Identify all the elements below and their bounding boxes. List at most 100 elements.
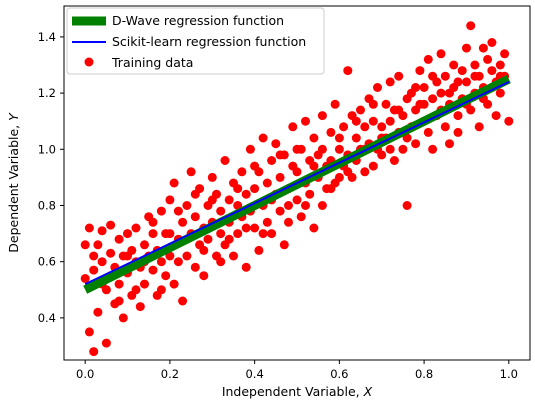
training-data-point — [385, 77, 395, 87]
training-data-point — [233, 229, 243, 239]
training-data-point — [89, 251, 99, 261]
training-data-point — [123, 251, 132, 261]
training-data-point — [156, 206, 166, 216]
training-data-point — [334, 172, 344, 182]
training-data-point — [470, 71, 480, 81]
training-data-point — [385, 144, 395, 154]
training-data-point — [114, 234, 124, 244]
training-data-point — [245, 144, 255, 154]
training-data-point — [440, 122, 450, 132]
training-data-point — [292, 195, 302, 205]
training-data-point — [84, 223, 94, 233]
training-data-point — [389, 156, 399, 165]
legend-box — [66, 7, 325, 75]
training-data-point — [250, 223, 260, 233]
training-data-point — [148, 229, 158, 239]
axes-frame — [63, 5, 531, 361]
training-data-point — [495, 60, 505, 70]
training-data-point — [161, 271, 171, 281]
training-data-point — [317, 144, 327, 154]
training-data-point — [334, 144, 344, 154]
training-data-point — [250, 161, 260, 171]
training-data-point — [93, 307, 103, 317]
x-axis-label-text: Independent Variable, — [222, 384, 364, 399]
training-data-point — [411, 139, 421, 149]
training-data-point — [241, 262, 251, 272]
training-data-point — [351, 133, 361, 143]
training-data-point — [224, 234, 234, 244]
y-tick-label: 0.8 — [38, 198, 56, 212]
training-data-point — [368, 116, 378, 126]
y-axis-label-text: Dependent Variable, — [6, 121, 21, 253]
training-data-point — [309, 161, 319, 171]
training-data-point — [305, 189, 315, 199]
training-data-point — [123, 229, 132, 239]
training-data-point — [453, 77, 463, 87]
training-data-point — [156, 257, 166, 267]
training-data-point — [334, 133, 344, 143]
legend-label-training: Training data — [111, 55, 193, 70]
training-data-point — [284, 217, 293, 227]
x-axis-label-var: X — [363, 384, 373, 399]
training-data-point — [267, 229, 277, 239]
x-axis: 0.0 0.2 0.4 0.6 0.8 1.0 — [76, 360, 518, 381]
training-data-point — [199, 245, 209, 255]
sklearn-regression-line — [84, 80, 510, 286]
training-data-point — [402, 201, 412, 210]
training-data-point — [262, 178, 272, 188]
training-data-point — [288, 122, 298, 132]
training-data-point — [368, 161, 378, 171]
training-data-point — [199, 271, 209, 281]
training-data-point — [182, 201, 192, 210]
training-data-point — [495, 88, 505, 98]
training-data-point — [131, 285, 141, 295]
training-data-point — [360, 122, 370, 132]
legend-label-sklearn: Scikit-learn regression function — [112, 34, 306, 49]
training-data-point — [140, 279, 149, 289]
x-tick-label: 0.6 — [330, 367, 348, 381]
training-data-point — [326, 184, 336, 194]
training-data-point — [165, 195, 175, 205]
training-data-point — [114, 279, 124, 289]
training-data-point — [186, 167, 196, 177]
y-tick-label: 1.4 — [38, 30, 56, 44]
training-data-point — [241, 223, 251, 233]
training-data-point — [148, 217, 158, 227]
training-data-point — [262, 217, 272, 227]
training-data-point — [470, 60, 480, 70]
training-data-point — [445, 88, 454, 98]
training-data-point — [224, 195, 234, 205]
training-data-point — [97, 226, 107, 236]
y-tick-label: 0.6 — [38, 255, 56, 269]
training-data-point — [148, 265, 158, 275]
training-data-point — [216, 206, 226, 216]
training-data-point — [292, 144, 302, 154]
x-tick-label: 0.4 — [245, 367, 263, 381]
legend-swatch-training — [84, 57, 94, 67]
training-data-point — [296, 212, 306, 222]
training-data-point — [504, 116, 514, 126]
training-data-point — [351, 116, 361, 126]
training-data-point — [462, 43, 471, 53]
training-data-point — [500, 49, 510, 59]
training-data-point — [216, 229, 226, 239]
training-data-point — [301, 116, 310, 126]
training-data-point — [356, 105, 365, 115]
training-data-point — [419, 99, 429, 109]
training-data-point — [317, 201, 327, 210]
training-data-point — [279, 240, 289, 250]
y-axis-label: Dependent Variable, Y — [6, 112, 21, 253]
training-data-point — [182, 251, 192, 261]
training-data-point — [377, 150, 387, 160]
training-data-point — [229, 251, 238, 261]
training-data-point — [360, 167, 370, 177]
training-data-point — [343, 167, 353, 177]
training-data-point — [385, 116, 395, 126]
training-data-point — [445, 139, 454, 149]
training-data-point — [80, 240, 90, 250]
training-data-point — [423, 54, 433, 64]
training-data-point — [169, 178, 179, 188]
x-tick-label: 0.2 — [161, 367, 179, 381]
training-data-point — [411, 83, 421, 92]
